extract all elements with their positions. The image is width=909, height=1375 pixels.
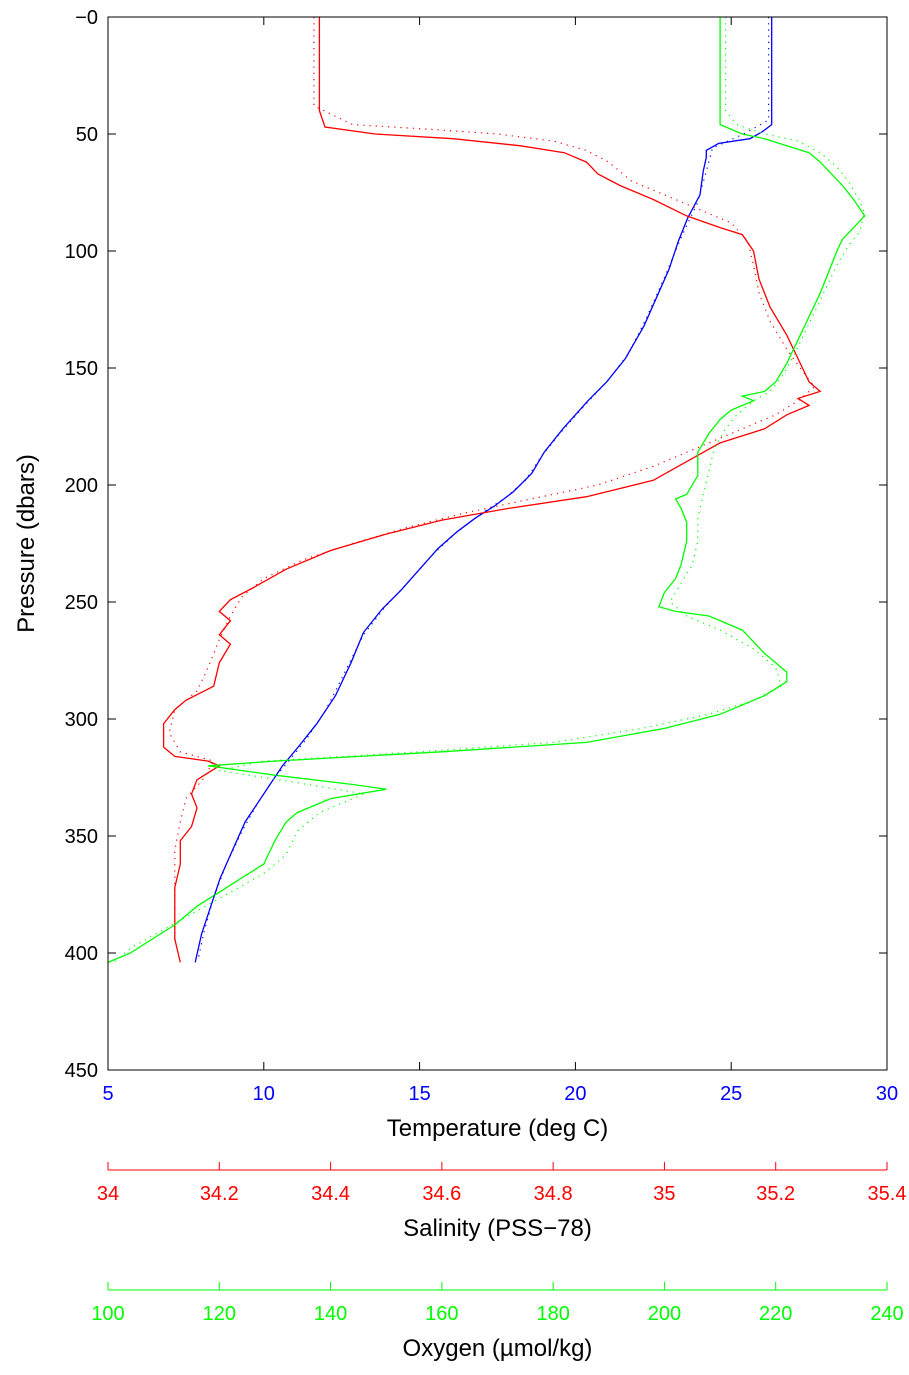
temperature-line bbox=[194, 17, 773, 963]
y-tick-label: −0 bbox=[75, 7, 98, 29]
y-tick-label: 50 bbox=[76, 124, 98, 146]
salinity-tick-label: 35.2 bbox=[756, 1183, 795, 1205]
oxygen-tick-label: 140 bbox=[314, 1303, 347, 1325]
series-layer bbox=[107, 17, 866, 963]
salinity_dotted-line bbox=[168, 17, 816, 944]
x-axes: 5 10 15 20 25 30 Temperature (deg C) 34 34.2 34.4… bbox=[91, 17, 906, 1362]
y-axis: −0 50 100 150 200 250 300 350 400 450 bbox=[65, 7, 887, 1082]
y-tick-label: 100 bbox=[65, 241, 98, 263]
oxygen-tick-label: 100 bbox=[91, 1303, 124, 1325]
plot-frame bbox=[107, 16, 888, 1071]
temperature-tick-label: 20 bbox=[564, 1083, 586, 1105]
salinity-tick-label: 34.8 bbox=[534, 1183, 573, 1205]
oxygen-tick-label: 240 bbox=[870, 1303, 903, 1325]
temperature-tick-label: 15 bbox=[408, 1083, 430, 1105]
salinity-tick-label: 34.6 bbox=[422, 1183, 461, 1205]
oxygen-tick-label: 220 bbox=[759, 1303, 792, 1325]
oxygen-tick-label: 160 bbox=[425, 1303, 458, 1325]
temperature-tick-label: 10 bbox=[253, 1083, 275, 1105]
temperature-tick-label: 5 bbox=[102, 1083, 113, 1105]
oxygen_dotted-line bbox=[113, 17, 866, 963]
temperature-tick-label: 25 bbox=[720, 1083, 742, 1105]
temperature-axis-title: Temperature (deg C) bbox=[387, 1115, 608, 1142]
salinity-axis-title: Salinity (PSS−78) bbox=[403, 1215, 592, 1242]
salinity-line bbox=[162, 17, 822, 963]
y-tick-label: 450 bbox=[65, 1060, 98, 1082]
temperature_dotted-line bbox=[197, 17, 770, 958]
y-tick-label: 250 bbox=[65, 592, 98, 614]
y-tick-label: 350 bbox=[65, 826, 98, 848]
oxygen-tick-label: 120 bbox=[203, 1303, 236, 1325]
salinity-tick-label: 35.4 bbox=[868, 1183, 907, 1205]
temperature-tick-label: 30 bbox=[876, 1083, 898, 1105]
salinity-tick-label: 34 bbox=[97, 1183, 119, 1205]
oxygen-line bbox=[107, 17, 866, 963]
temperature-axis: 5 10 15 20 25 30 Temperature (deg C) bbox=[102, 17, 898, 1142]
salinity-axis: 34 34.2 34.4 34.6 34.8 35 35.2 35.4 Salinity (PS… bbox=[97, 1162, 907, 1242]
oxygen-axis-title: Oxygen (µmol/kg) bbox=[403, 1335, 593, 1362]
oxygen-tick-label: 200 bbox=[648, 1303, 681, 1325]
y-tick-label: 150 bbox=[65, 358, 98, 380]
salinity-tick-label: 35 bbox=[653, 1183, 675, 1205]
y-tick-label: 200 bbox=[65, 475, 98, 497]
y-tick-label: 300 bbox=[65, 709, 98, 731]
oxygen-tick-label: 180 bbox=[536, 1303, 569, 1325]
salinity-tick-label: 34.2 bbox=[200, 1183, 239, 1205]
oxygen-axis: 100 120 140 160 180 200 220 240 Oxygen (µmol/kg) bbox=[91, 1282, 904, 1362]
y-axis-title: Pressure (dbars) bbox=[13, 454, 40, 633]
y-tick-label: 400 bbox=[65, 943, 98, 965]
salinity-tick-label: 34.4 bbox=[311, 1183, 350, 1205]
